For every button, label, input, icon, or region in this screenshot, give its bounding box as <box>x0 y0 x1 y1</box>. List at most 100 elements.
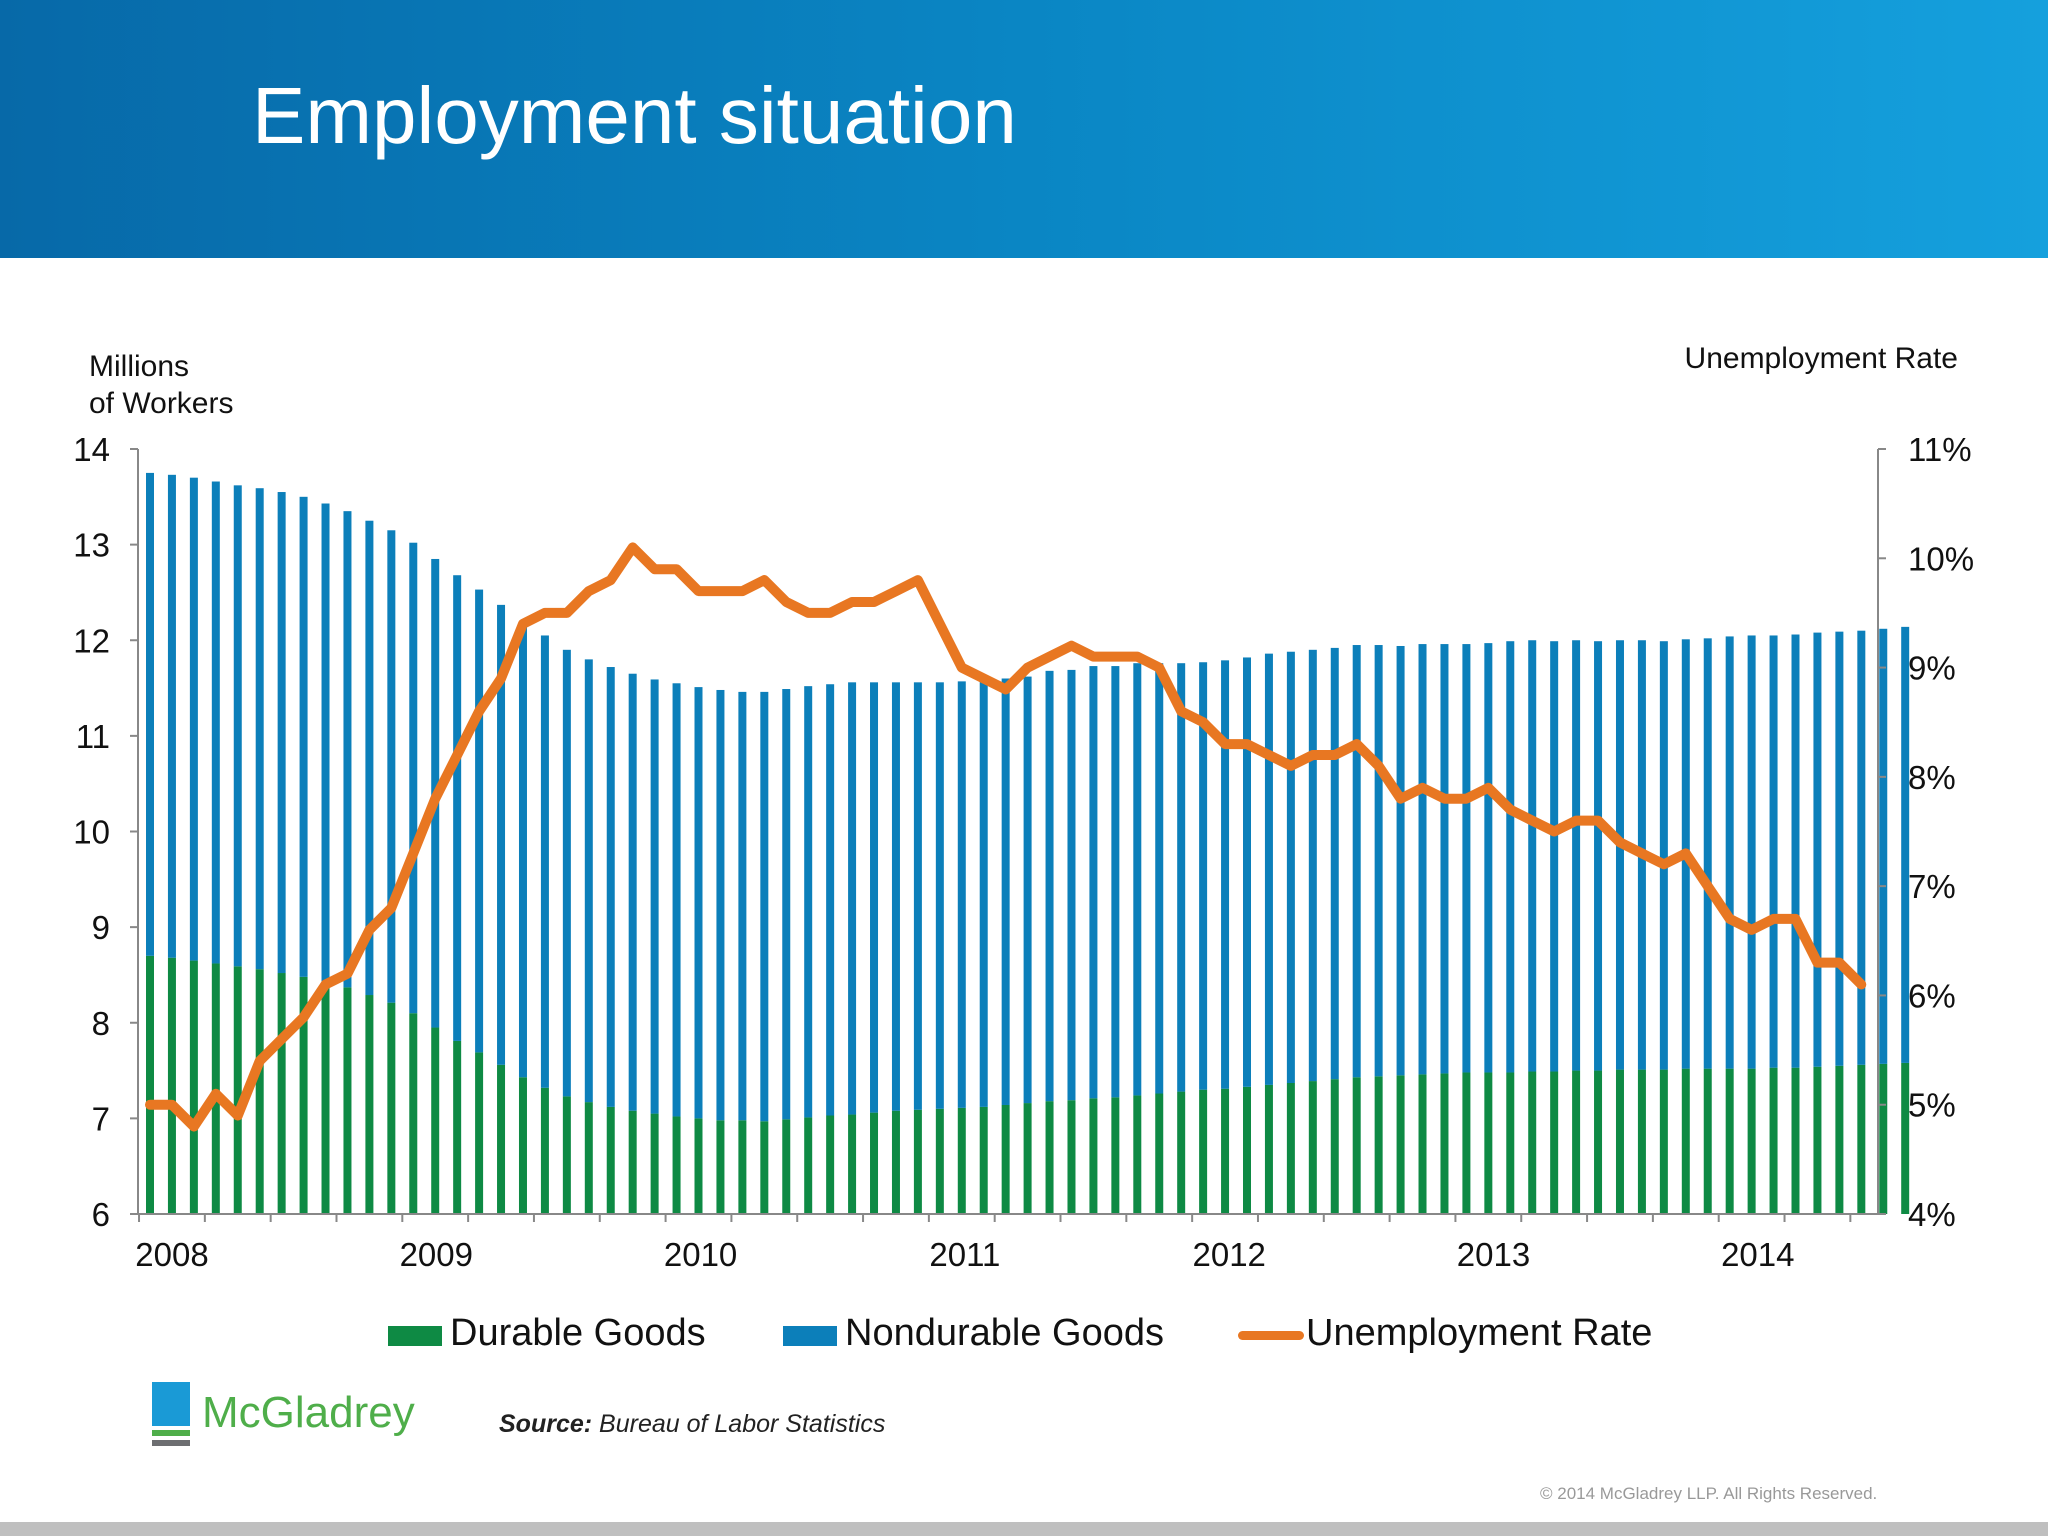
source-text: Bureau of Labor Statistics <box>599 1410 886 1438</box>
bar-durable <box>1572 1070 1581 1214</box>
chart-legend: Durable Goods Nondurable Goods Unemploym… <box>0 1310 2048 1360</box>
logo-mark-icon <box>152 1382 190 1446</box>
bar-durable <box>1703 1068 1712 1214</box>
bar-durable <box>1813 1066 1822 1214</box>
bar-durable <box>694 1118 703 1214</box>
y-left-tick-label: 9 <box>92 909 110 946</box>
bar-nondurable <box>979 680 988 1107</box>
bar-nondurable <box>804 686 813 1118</box>
bar-nondurable <box>650 679 659 1114</box>
bar-nondurable <box>1484 643 1493 1073</box>
bar-durable <box>650 1113 659 1214</box>
bar-nondurable <box>1550 641 1559 1072</box>
y-left-tick-label: 11 <box>76 718 110 755</box>
bar-durable <box>782 1119 791 1214</box>
bar-nondurable <box>957 681 966 1108</box>
bar-nondurable <box>167 474 176 958</box>
bar-nondurable <box>343 511 352 988</box>
bar-durable <box>1023 1103 1032 1214</box>
bar-nondurable <box>782 689 791 1120</box>
bar-nondurable <box>1308 649 1317 1082</box>
bar-nondurable <box>1615 640 1624 1070</box>
bar-nondurable <box>1243 657 1251 1087</box>
bar-durable <box>1440 1073 1449 1214</box>
legend-label-nondurable: Nondurable Goods <box>845 1312 1164 1354</box>
x-tick-label: 2014 <box>1721 1236 1794 1273</box>
bar-durable <box>343 987 352 1214</box>
bar-durable <box>1615 1069 1624 1214</box>
bar-nondurable <box>1286 651 1295 1083</box>
footer-bar <box>0 1522 2048 1536</box>
bar-nondurable <box>1045 670 1054 1102</box>
bar-durable <box>211 963 220 1214</box>
bar-nondurable <box>453 575 462 1041</box>
bar-nondurable <box>475 589 484 1053</box>
bar-nondurable <box>1506 641 1515 1073</box>
bar-nondurable <box>1572 640 1581 1071</box>
bar-durable <box>453 1040 462 1214</box>
bar-nondurable <box>628 673 637 1111</box>
bar-durable <box>826 1115 835 1214</box>
bar-nondurable <box>1725 636 1734 1069</box>
bar-nondurable <box>1089 666 1098 1099</box>
y-left-tick-label: 10 <box>73 814 110 851</box>
bar-durable <box>497 1064 506 1214</box>
bar-nondurable <box>1374 645 1383 1077</box>
bar-nondurable <box>255 488 264 970</box>
bar-durable <box>189 960 198 1214</box>
bar-durable <box>365 995 374 1214</box>
bar-durable <box>628 1110 637 1214</box>
bar-nondurable <box>409 542 418 1014</box>
bar-durable <box>1111 1097 1120 1214</box>
bar-nondurable <box>387 530 396 1003</box>
bar-nondurable <box>738 691 747 1121</box>
bar-durable <box>1769 1067 1778 1214</box>
y-left-axis-title: Millions <box>89 350 189 383</box>
bar-nondurable <box>1396 645 1405 1076</box>
bar-durable <box>1001 1104 1010 1214</box>
bar-nondurable <box>1703 638 1712 1069</box>
bar-nondurable <box>1791 634 1800 1068</box>
bar-durable <box>146 955 154 1214</box>
bar-durable <box>1177 1091 1186 1214</box>
y-right-tick-label: 6% <box>1908 977 1956 1014</box>
y-left-tick-label: 7 <box>92 1100 110 1137</box>
bar-nondurable <box>497 604 506 1065</box>
bar-nondurable <box>233 485 242 967</box>
bar-durable <box>1484 1072 1493 1214</box>
bar-nondurable <box>540 635 549 1088</box>
legend-swatch-durable <box>388 1326 442 1346</box>
bar-nondurable <box>321 503 330 982</box>
bar-durable <box>518 1077 527 1214</box>
bar-durable <box>1835 1065 1844 1214</box>
y-left-tick-label: 12 <box>73 622 110 659</box>
bar-durable <box>255 969 264 1214</box>
bar-nondurable <box>1835 631 1844 1066</box>
x-tick-label: 2010 <box>664 1236 737 1273</box>
page-title: Employment situation <box>252 71 1017 160</box>
bar-durable <box>1747 1068 1756 1214</box>
x-tick-label: 2009 <box>400 1236 473 1273</box>
bar-durable <box>1133 1095 1142 1214</box>
x-tick-label: 2008 <box>135 1236 208 1273</box>
bar-durable <box>716 1120 725 1214</box>
y-right-tick-label: 11% <box>1908 431 1972 468</box>
bar-durable <box>321 981 330 1214</box>
y-left-tick-label: 6 <box>92 1196 110 1233</box>
bar-nondurable <box>1111 666 1120 1098</box>
bar-durable <box>760 1121 769 1214</box>
bar-nondurable <box>1352 645 1361 1078</box>
bar-durable <box>1901 1062 1910 1214</box>
bar-nondurable <box>1879 628 1888 1064</box>
bar-nondurable <box>606 667 615 1107</box>
bar-durable <box>1089 1098 1098 1214</box>
bar-durable <box>387 1002 396 1214</box>
bar-durable <box>1352 1077 1361 1214</box>
y-right-axis-title: Unemployment Rate <box>1685 342 1958 375</box>
bar-nondurable <box>518 621 527 1078</box>
bar-durable <box>1067 1100 1076 1214</box>
bar-durable <box>1221 1088 1230 1214</box>
bar-durable <box>562 1096 571 1214</box>
y-right-tick-label: 10% <box>1908 540 1974 577</box>
bar-durable <box>1725 1068 1734 1214</box>
